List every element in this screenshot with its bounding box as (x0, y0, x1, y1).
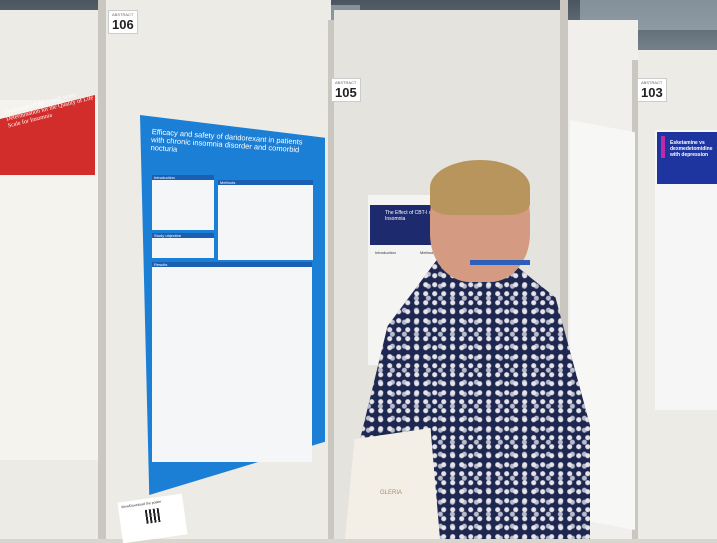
board-pole (98, 0, 106, 539)
person-hair (430, 160, 530, 215)
section-heading: Introduction (375, 250, 396, 255)
board-pole (560, 0, 568, 539)
board-pole (632, 60, 638, 539)
accent-bar (661, 136, 665, 158)
section-heading: Results (152, 262, 312, 267)
poster-right-header (657, 132, 717, 184)
tote-bag (345, 428, 440, 539)
qr-card: View/Download the poster (117, 493, 188, 543)
poster-right-title: Esketamine vs dexmedetomidine with depre… (670, 140, 713, 158)
board-number-106: ABSTRACT 106 (108, 10, 138, 34)
section-heading: Methods (420, 250, 436, 255)
poster-section-box: Results (152, 262, 312, 462)
bag-logo: GLERIA (380, 490, 403, 496)
section-heading: Study objective (152, 233, 214, 238)
poster-section-box: Study objective (152, 233, 214, 258)
poster-section-box: Introduction (152, 175, 214, 230)
section-heading: Methods (218, 180, 313, 185)
board-pole (328, 20, 334, 539)
qr-code (144, 508, 161, 524)
poster-middle-title: The Effect of CBT-I on Patients with Ins… (385, 210, 465, 222)
board-number-103: ABSTRACT 103 (637, 78, 667, 102)
board-number-105: ABSTRACT 105 (331, 78, 361, 102)
poster-section-box: Methods (218, 180, 313, 260)
lanyard (470, 260, 530, 265)
section-heading: Introduction (152, 175, 214, 180)
